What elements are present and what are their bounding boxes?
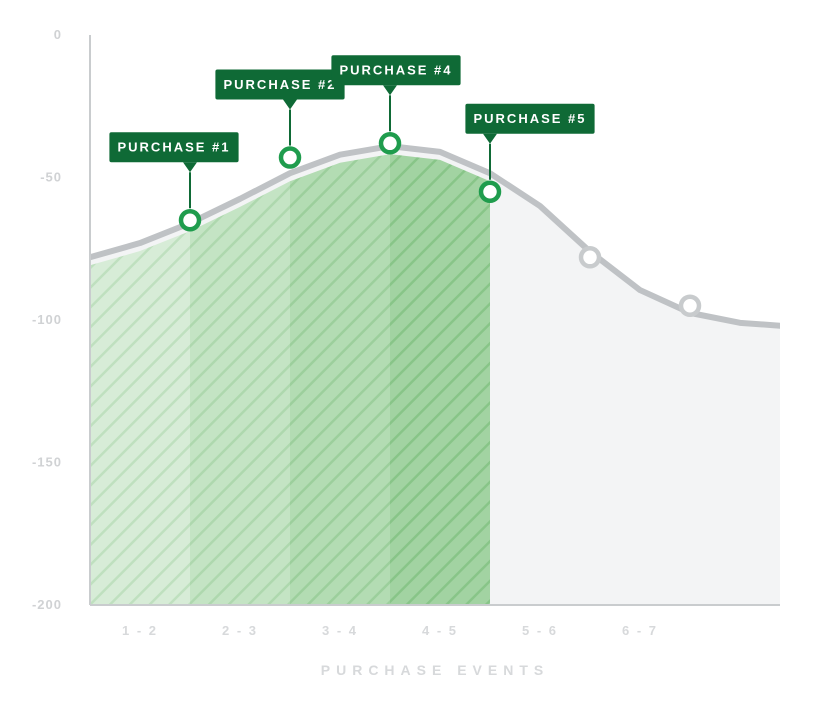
y-tick-label: -150 [32,455,62,470]
x-category-label: 3 - 4 [322,623,358,638]
badge-label-2: PURCHASE #2 [223,77,336,92]
badge-label-4: PURCHASE #5 [473,111,586,126]
purchase-events-chart: 0 -50 -100 -150 -200 1 - 2 2 - 3 3 - 4 4 - 5 5 - … [0,0,820,704]
x-category-label: 5 - 6 [522,623,558,638]
badge-pointer-2 [283,100,297,110]
marker-6 [681,297,699,315]
band-3 [290,35,390,605]
x-category-label: 6 - 7 [622,623,658,638]
band-1 [90,35,190,605]
x-axis-title: PURCHASE EVENTS [321,662,549,678]
y-tick-label: -50 [40,170,62,185]
y-tick-label: -200 [32,597,62,612]
marker-5 [581,248,599,266]
badge-label-3: PURCHASE #4 [339,63,452,78]
badge-pointer-3 [383,85,397,95]
badge-pointer-1 [183,162,197,172]
band-2 [190,35,290,605]
marker-2 [281,149,299,167]
x-category-label: 2 - 3 [222,623,258,638]
y-tick-label: 0 [54,27,62,42]
marker-1 [181,211,199,229]
x-category-label: 1 - 2 [122,623,158,638]
badge-label-1: PURCHASE #1 [117,140,230,155]
marker-4 [481,183,499,201]
marker-3 [381,134,399,152]
chart-svg: 0 -50 -100 -150 -200 1 - 2 2 - 3 3 - 4 4 - 5 5 - … [0,0,820,704]
y-tick-label: -100 [32,312,62,327]
x-category-label: 4 - 5 [422,623,458,638]
badge-pointer-4 [483,134,497,144]
